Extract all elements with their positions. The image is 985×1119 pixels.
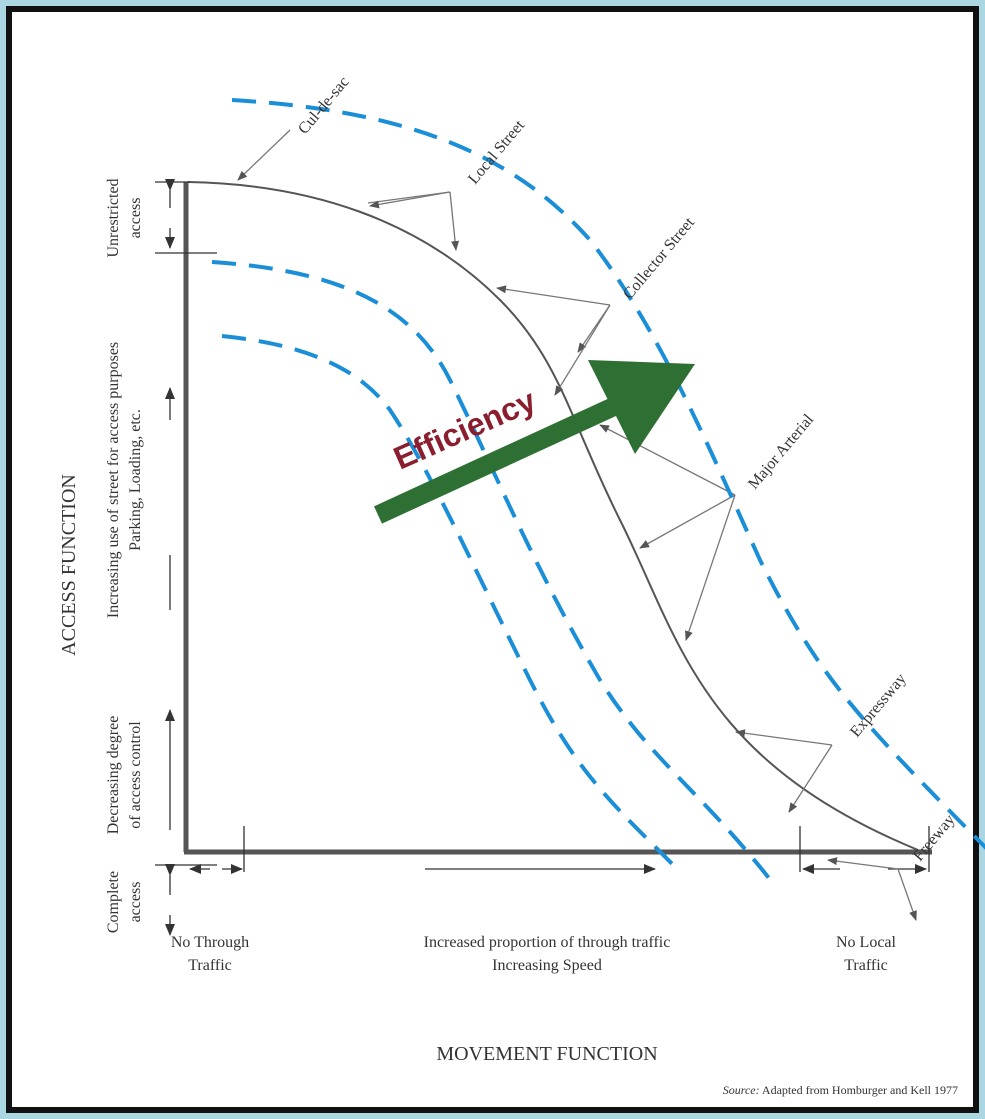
x-axis-brackets xyxy=(189,826,930,874)
label-freeway: Freeway xyxy=(910,811,958,864)
label-no-local-2: Traffic xyxy=(844,957,888,974)
y-axis-labels: Unrestricted access Increasing use of st… xyxy=(105,178,144,933)
label-decreasing-2: of access control xyxy=(127,721,144,829)
label-unrestricted-2: access xyxy=(127,198,144,239)
y-axis-title: ACCESS FUNCTION xyxy=(58,474,80,656)
label-unrestricted-1: Unrestricted xyxy=(105,178,122,257)
label-cul-de-sac: Cul-de-sac xyxy=(295,74,353,138)
label-increased-2: Increasing Speed xyxy=(492,957,602,974)
label-collector-street: Collector Street xyxy=(620,214,698,303)
x-axis-title: MOVEMENT FUNCTION xyxy=(436,1043,657,1065)
label-increasing-2: Parking, Loading, etc. xyxy=(127,409,144,551)
label-increasing-1: Increasing use of street for access purp… xyxy=(105,342,122,618)
label-no-local-1: No Local xyxy=(836,934,897,951)
efficiency-arrow-shaft xyxy=(374,391,632,524)
x-axis-labels: No Through Traffic Increased proportion … xyxy=(171,934,897,974)
label-expressway: Expressway xyxy=(847,670,910,740)
source-note: Source: Adapted from Homburger and Kell … xyxy=(723,1083,958,1097)
label-major-arterial: Major Arterial xyxy=(745,411,817,493)
label-no-through-1: No Through xyxy=(171,934,249,951)
label-no-through-2: Traffic xyxy=(188,957,232,974)
leader-lines xyxy=(237,129,917,921)
efficiency-arrowhead xyxy=(588,360,695,454)
label-decreasing-1: Decreasing degree xyxy=(105,716,122,835)
label-increased-1: Increased proportion of through traffic xyxy=(424,934,671,951)
dashed-curves xyxy=(211,98,985,884)
source-prefix: Source: xyxy=(723,1083,760,1097)
efficiency-label: Efficiency xyxy=(388,382,541,476)
label-complete-2: access xyxy=(127,882,144,923)
main-curve xyxy=(187,181,919,851)
label-complete-1: Complete xyxy=(105,871,122,933)
y-axis-brackets xyxy=(155,179,217,936)
source-text: Adapted from Homburger and Kell 1977 xyxy=(760,1083,958,1097)
